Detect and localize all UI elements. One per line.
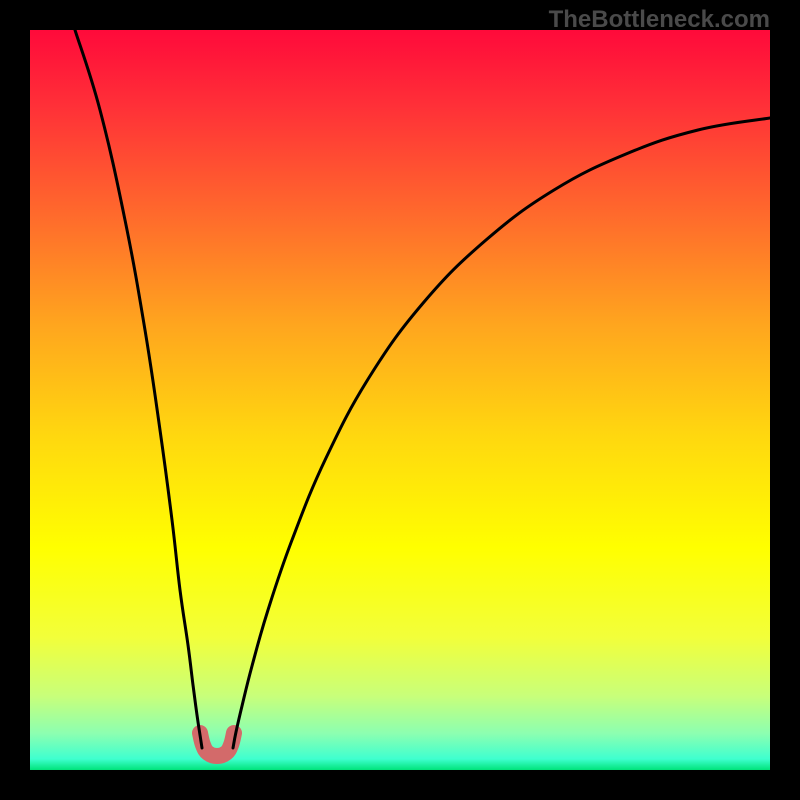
chart-viewport: TheBottleneck.com: [0, 0, 800, 800]
watermark-label: TheBottleneck.com: [549, 6, 770, 34]
plot-area: [30, 30, 770, 770]
